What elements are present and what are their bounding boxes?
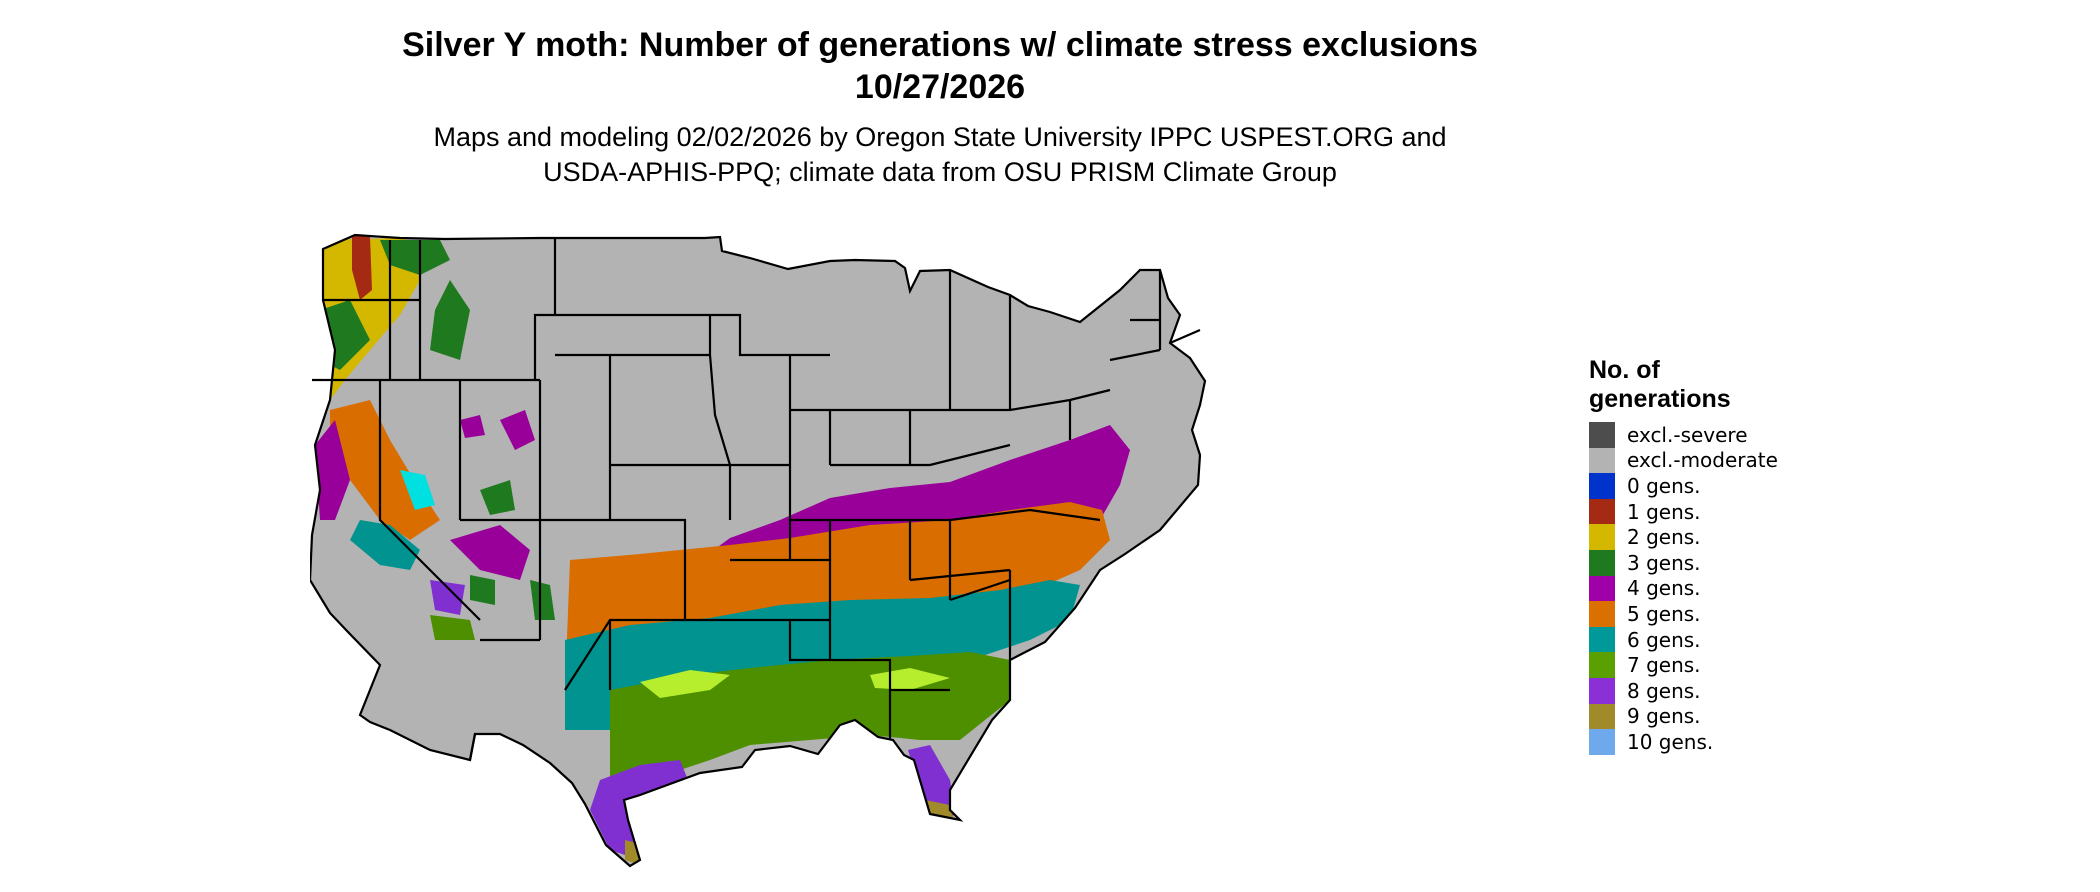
legend-swatch	[1589, 601, 1615, 627]
legend-item: 8 gens.	[1589, 677, 1778, 704]
legend-swatch	[1589, 626, 1615, 653]
gen-8-zone-arizona	[430, 580, 465, 615]
legend-items: excl.-severe excl.-moderate 0 gens. 1 gens.…	[1589, 422, 1778, 755]
legend-label: 2 gens.	[1627, 525, 1701, 550]
gen-6-zone-california	[350, 520, 420, 570]
legend-swatch	[1589, 524, 1615, 550]
legend-item: 5 gens.	[1589, 601, 1778, 627]
legend-swatch	[1589, 473, 1615, 499]
legend-label: 8 gens.	[1627, 678, 1701, 703]
legend: No. of generations excl.-severe excl.-mod…	[1589, 356, 1778, 755]
legend-item: 6 gens.	[1589, 626, 1778, 653]
state-boundaries	[310, 233, 1207, 868]
map-title: Silver Y moth: Number of generations w/ …	[330, 24, 1550, 108]
legend-label: 6 gens.	[1627, 627, 1701, 652]
gen-8-zone-florida	[908, 745, 955, 820]
legend-title-line-2: generations	[1589, 385, 1731, 413]
gen-5-zone-california	[330, 400, 440, 540]
legend-swatch	[1589, 422, 1615, 448]
legend-swatch	[1589, 703, 1615, 730]
gen-cyan-zone-california	[400, 470, 435, 510]
gen-4-zone-southwest	[450, 410, 535, 580]
gen-4-zone-california	[315, 420, 350, 520]
legend-item: 4 gens.	[1589, 575, 1778, 602]
map-subtitle: Maps and modeling 02/02/2026 by Oregon S…	[330, 120, 1550, 190]
legend-item: excl.-severe	[1589, 422, 1778, 448]
legend-swatch	[1589, 575, 1615, 602]
legend-swatch	[1589, 652, 1615, 678]
legend-title-line-1: No. of	[1589, 356, 1660, 384]
legend-item: 9 gens.	[1589, 703, 1778, 730]
gen-5-zone	[565, 502, 1110, 690]
subtitle-line-1: Maps and modeling 02/02/2026 by Oregon S…	[433, 122, 1447, 152]
title-date: 10/27/2026	[854, 68, 1026, 106]
legend-label: 4 gens.	[1627, 576, 1701, 601]
legend-label: excl.-moderate	[1627, 448, 1778, 473]
legend-label: 1 gens.	[1627, 499, 1701, 524]
gen-3-zone-northwest	[380, 240, 450, 275]
legend-item: 7 gens.	[1589, 652, 1778, 678]
legend-item: 10 gens.	[1589, 729, 1778, 755]
legend-swatch	[1589, 447, 1615, 474]
legend-label: 0 gens.	[1627, 473, 1701, 498]
title-line-1: Silver Y moth: Number of generations w/ …	[402, 26, 1478, 64]
legend-label: 9 gens.	[1627, 704, 1701, 729]
legend-label: 10 gens.	[1627, 729, 1714, 754]
subtitle-line-2: USDA-APHIS-PPQ; climate data from OSU PR…	[543, 157, 1337, 187]
legend-label: excl.-severe	[1627, 422, 1748, 447]
gen-1-zone-cascades	[352, 236, 372, 300]
us-generations-map	[310, 233, 1207, 868]
legend-swatch	[1589, 549, 1615, 576]
legend-label: 5 gens.	[1627, 601, 1701, 626]
gen-3-zone-idaho	[430, 280, 470, 360]
legend-swatch	[1589, 498, 1615, 525]
gen-3-zone-southwest	[470, 480, 555, 620]
legend-item: excl.-moderate	[1589, 447, 1778, 474]
legend-item: 1 gens.	[1589, 498, 1778, 525]
legend-label: 7 gens.	[1627, 653, 1701, 678]
gen-7-zone-arizona	[430, 615, 475, 640]
legend-title: No. of generations	[1589, 356, 1778, 414]
legend-swatch	[1589, 729, 1615, 755]
legend-item: 2 gens.	[1589, 524, 1778, 550]
legend-label: 3 gens.	[1627, 550, 1701, 575]
legend-item: 0 gens.	[1589, 473, 1778, 499]
legend-item: 3 gens.	[1589, 549, 1778, 576]
legend-swatch	[1589, 677, 1615, 704]
gen-7-light-zone	[640, 668, 950, 698]
